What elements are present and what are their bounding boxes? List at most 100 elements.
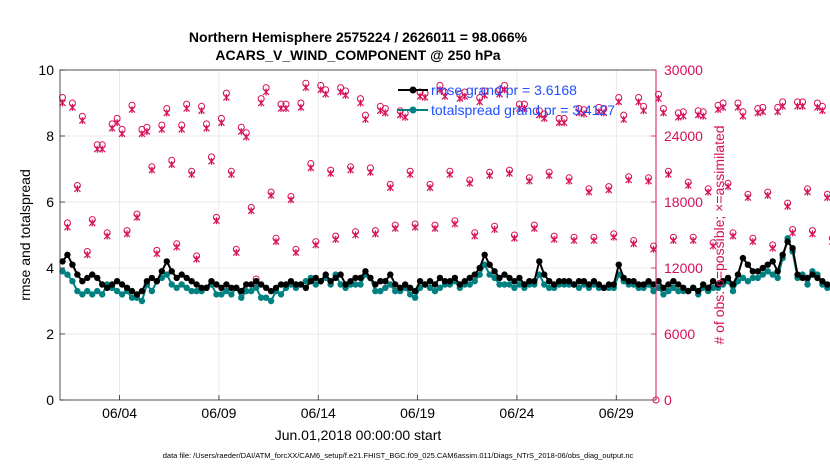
obs-assimilated-point	[307, 164, 315, 172]
rmse-point	[446, 278, 454, 285]
obs-assimilated-point	[168, 161, 176, 169]
rmse-point	[138, 287, 146, 295]
spread-point	[660, 291, 667, 298]
y-tick-label-left: 0	[46, 392, 54, 408]
obs-assimilated-point	[222, 94, 230, 101]
spread-point	[655, 284, 662, 291]
rmse-point	[580, 278, 588, 285]
rmse-point	[541, 271, 548, 278]
rmse-point	[317, 278, 324, 285]
obs-assimilated-point	[818, 107, 826, 115]
rmse-point	[744, 261, 752, 268]
obs-assimilated-point	[451, 220, 459, 228]
rmse-point	[347, 278, 354, 285]
obs-assimilated-point	[158, 125, 166, 133]
x-axis-ticks: 06/04 06/09 06/14 06/19 06/24 06/29	[102, 395, 634, 421]
spread-point	[183, 284, 190, 291]
obs-assimilated-point	[754, 109, 762, 117]
obs-assimilated-point	[704, 188, 712, 196]
obs-assimilated-point	[784, 202, 792, 210]
spread-point	[64, 271, 71, 278]
y-axis-right-label: # of obs: o=possible; ×=assimilated	[711, 125, 727, 344]
obs-assimilated-point	[679, 112, 687, 120]
rmse-point	[99, 281, 106, 288]
obs-assimilated-point	[68, 103, 76, 111]
rmse-point	[401, 281, 409, 288]
y-tick-label-left: 8	[46, 128, 54, 144]
obs-assimilated-point	[103, 232, 111, 240]
rmse-point	[387, 271, 394, 278]
rmse-point	[411, 287, 419, 295]
obs-assimilated-point	[734, 103, 742, 111]
obs-assimilated-point	[461, 92, 469, 100]
spread-point	[337, 281, 344, 288]
obs-assimilated-point	[287, 196, 295, 204]
spread-point	[223, 287, 230, 295]
obs-assimilated-point	[347, 166, 354, 174]
legend-rmse-marker	[409, 86, 417, 94]
obs-assimilated-point	[322, 90, 330, 98]
spread-point	[491, 274, 498, 282]
spread-point	[411, 294, 419, 301]
rmse-point	[560, 278, 568, 285]
rmse-point	[252, 278, 260, 285]
spread-point	[426, 284, 434, 291]
rmse-point	[531, 278, 538, 285]
spread-point	[744, 278, 752, 285]
obs-assimilated-point	[98, 145, 106, 153]
obs-assimilated-point	[600, 109, 608, 117]
rmse-point	[282, 281, 290, 288]
chart-title-line1: Northern Hemisphere 2575224 / 2626011 = …	[189, 29, 528, 45]
obs-assimilated-point	[779, 102, 787, 110]
rmse-point	[714, 281, 722, 288]
rmse-point	[362, 268, 369, 275]
obs-assimilated-point	[813, 103, 821, 111]
obs-assimilated-point	[198, 107, 205, 115]
rmse-point	[406, 284, 414, 291]
obs-assimilated-point	[794, 102, 801, 110]
obs-assimilated-point	[73, 185, 81, 193]
spread-point	[536, 271, 543, 278]
rmse-point	[546, 278, 553, 285]
rmse-point	[690, 284, 697, 291]
right-axis-ticks: 0 6000 12000 18000 24000 30000	[651, 62, 703, 408]
rmse-point	[630, 278, 637, 285]
obs-assimilated-point	[590, 237, 598, 244]
obs-assimilated-point	[237, 128, 245, 136]
rmse-point	[113, 278, 121, 285]
spread-point	[168, 281, 175, 288]
rmse-point	[133, 291, 141, 298]
obs-assimilated-point	[595, 108, 603, 116]
rmse-point	[471, 271, 478, 278]
legend-spread-marker	[409, 106, 417, 114]
obs-assimilated-point	[446, 171, 454, 178]
spread-point	[471, 278, 478, 285]
spread-point	[218, 291, 225, 298]
obs-assimilated-point	[515, 105, 523, 112]
rmse-point	[615, 261, 622, 268]
obs-assimilated-point	[128, 106, 136, 114]
rmse-point	[550, 281, 558, 288]
obs-assimilated-point	[436, 86, 444, 94]
rmse-point	[103, 284, 111, 291]
spread-point	[650, 287, 657, 295]
spread-point	[670, 284, 677, 291]
obs-assimilated-point	[809, 230, 816, 238]
rmse-point	[128, 287, 136, 295]
obs-assimilated-point	[227, 171, 235, 178]
rmse-point	[635, 281, 642, 288]
obs-assimilated-point	[575, 109, 583, 117]
obs-assimilated-point	[739, 112, 747, 120]
x-tick-label: 06/19	[400, 405, 435, 421]
y-tick-label-right: 12000	[664, 260, 703, 276]
obs-assimilated-point	[406, 171, 414, 178]
spread-point	[476, 271, 483, 278]
spread-point	[94, 287, 101, 295]
rmse-point	[382, 278, 389, 285]
obs-assimilated-point	[421, 94, 429, 101]
rmse-point	[74, 271, 81, 278]
rmse-point	[218, 284, 225, 291]
spread-point	[506, 281, 513, 288]
rmse-point	[699, 281, 707, 288]
